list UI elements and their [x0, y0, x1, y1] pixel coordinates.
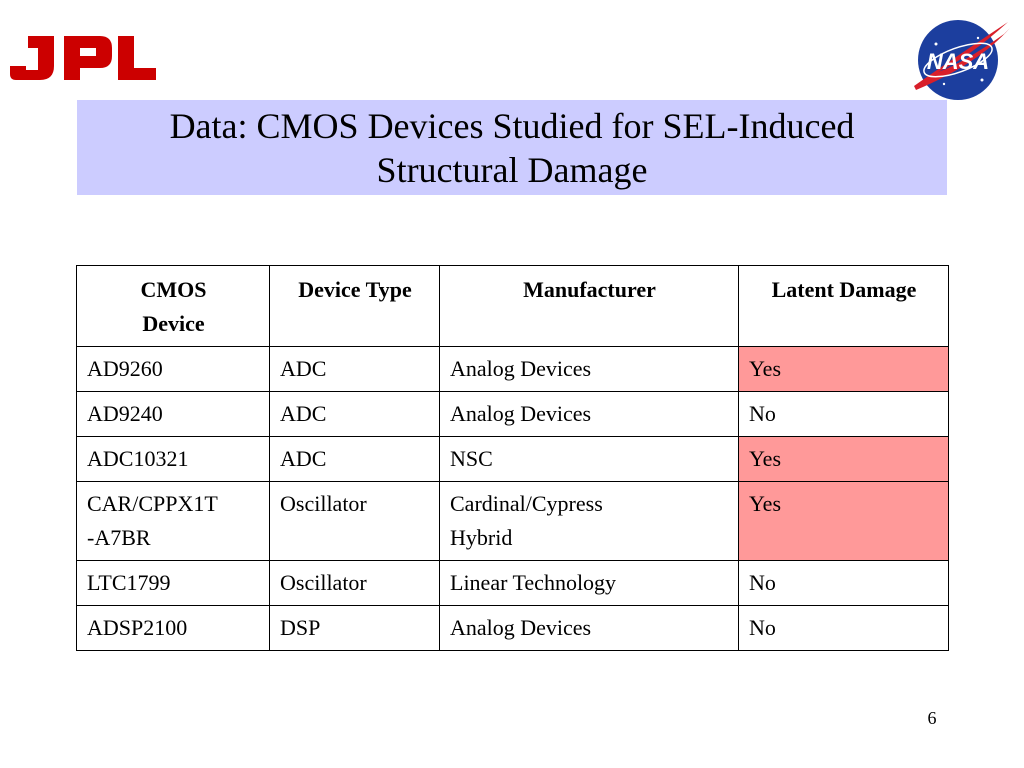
cell-type: ADC — [269, 346, 440, 392]
cell-type: DSP — [269, 605, 440, 651]
page-number: 6 — [927, 708, 937, 728]
cell-device: CAR/CPPX1T -A7BR — [76, 481, 270, 561]
cell-device: ADC10321 — [76, 436, 270, 482]
cell-type: ADC — [269, 436, 440, 482]
cell-device: AD9240 — [76, 391, 270, 437]
cell-manufacturer: Cardinal/Cypress Hybrid — [439, 481, 739, 561]
table-header-row: CMOS Device Device Type Manufacturer Lat… — [76, 265, 949, 347]
cell-latent-damage: Yes — [738, 481, 949, 561]
cell-device-line-2: -A7BR — [87, 525, 151, 550]
cell-type: Oscillator — [269, 481, 440, 561]
cell-manufacturer-line-1: Cardinal/Cypress — [450, 491, 603, 516]
header-cmos-device: CMOS Device — [76, 265, 270, 347]
header-cmos-device-line-1: CMOS — [140, 277, 207, 302]
cell-type: ADC — [269, 391, 440, 437]
cell-latent-damage: No — [738, 605, 949, 651]
header-device-type: Device Type — [269, 265, 440, 347]
header-latent-damage: Latent Damage — [738, 265, 949, 347]
slide-title: Data: CMOS Devices Studied for SEL-Induc… — [77, 100, 947, 195]
cell-latent-damage: No — [738, 560, 949, 606]
cell-device: LTC1799 — [76, 560, 270, 606]
header-manufacturer: Manufacturer — [439, 265, 739, 347]
slide-title-line-2: Structural Damage — [376, 149, 648, 190]
table-row: CAR/CPPX1T -A7BR Oscillator Cardinal/Cyp… — [76, 481, 949, 561]
cell-manufacturer-line-2: Hybrid — [450, 525, 513, 550]
jpl-logo — [10, 36, 156, 80]
cell-latent-damage: No — [738, 391, 949, 437]
nasa-logo-text: NASA — [927, 49, 989, 74]
cell-manufacturer: Linear Technology — [439, 560, 739, 606]
table-row: ADC10321 ADC NSC Yes — [76, 436, 949, 482]
cell-manufacturer: NSC — [439, 436, 739, 482]
table-row: AD9240 ADC Analog Devices No — [76, 391, 949, 437]
cell-latent-damage: Yes — [738, 346, 949, 392]
cmos-devices-table: CMOS Device Device Type Manufacturer Lat… — [76, 265, 949, 651]
nasa-logo: NASA — [914, 20, 1010, 100]
cell-device-line-1: CAR/CPPX1T — [87, 491, 218, 516]
cell-latent-damage: Yes — [738, 436, 949, 482]
table-row: LTC1799 Oscillator Linear Technology No — [76, 560, 949, 606]
cell-type: Oscillator — [269, 560, 440, 606]
cell-manufacturer: Analog Devices — [439, 391, 739, 437]
header-cmos-device-line-2: Device — [142, 311, 205, 336]
cell-device: ADSP2100 — [76, 605, 270, 651]
table-row: AD9260 ADC Analog Devices Yes — [76, 346, 949, 392]
cell-manufacturer: Analog Devices — [439, 346, 739, 392]
cell-manufacturer: Analog Devices — [439, 605, 739, 651]
cell-device: AD9260 — [76, 346, 270, 392]
table-row: ADSP2100 DSP Analog Devices No — [76, 605, 949, 651]
slide-title-line-1: Data: CMOS Devices Studied for SEL-Induc… — [169, 105, 855, 146]
